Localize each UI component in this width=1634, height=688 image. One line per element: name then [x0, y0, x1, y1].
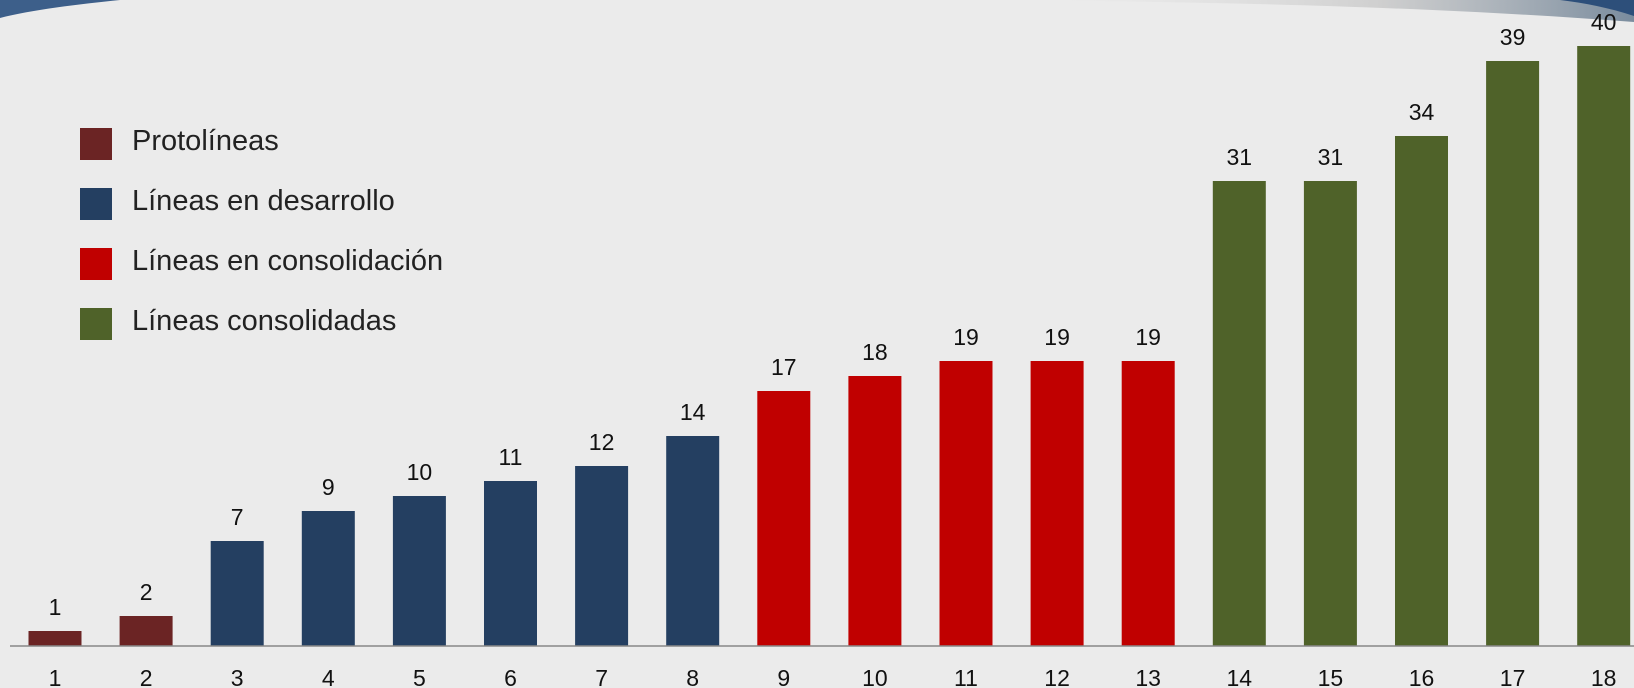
bar-6: [484, 481, 537, 646]
bar-value-label: 17: [771, 354, 797, 380]
legend-swatch: [80, 128, 112, 160]
x-tick-label: 18: [1591, 665, 1617, 688]
bar-value-label: 19: [1044, 324, 1070, 350]
bar-value-label: 18: [862, 339, 888, 365]
bar-value-label: 7: [231, 504, 244, 530]
x-tick-label: 9: [777, 665, 790, 688]
bar-2: [119, 616, 173, 646]
bar-value-label: 9: [322, 474, 335, 500]
bar-3: [210, 541, 264, 646]
bar-value-label: 1: [49, 594, 62, 620]
bars-layer: [28, 46, 1631, 646]
x-tick-label: 7: [595, 665, 608, 688]
x-tick-labels: 1 2 3 4 5 6 7 8 9 10 11 12 13 14 15 16 17 18: [49, 665, 1617, 688]
x-tick-label: 6: [504, 665, 517, 688]
bar-15: [1303, 181, 1357, 646]
bar-value-label: 2: [140, 579, 153, 605]
x-tick-label: 11: [954, 665, 978, 688]
x-tick-label: 5: [413, 665, 426, 688]
header-swoosh: [1000, 0, 1634, 22]
bar-value-label: 12: [589, 429, 615, 455]
bar-11: [939, 361, 993, 646]
legend-label: Líneas en desarrollo: [132, 185, 395, 217]
bar-14: [1212, 181, 1266, 646]
x-tick-label: 13: [1135, 665, 1161, 688]
bar-8: [666, 436, 720, 646]
bar-12: [1030, 361, 1084, 646]
x-tick-label: 15: [1318, 665, 1344, 688]
legend-label: Protolíneas: [132, 125, 279, 157]
x-tick-label: 16: [1409, 665, 1435, 688]
bar-value-label: 39: [1500, 24, 1526, 50]
bar-value-label: 14: [680, 399, 706, 425]
x-tick-label: 3: [231, 665, 244, 688]
bar-1: [28, 631, 82, 646]
bar-9: [757, 391, 811, 646]
bar-4: [301, 511, 355, 646]
bar-value-label: 31: [1227, 144, 1253, 170]
bar-value-label: 31: [1318, 144, 1344, 170]
legend-swatch: [80, 188, 112, 220]
legend-label: Líneas en consolidación: [132, 245, 444, 277]
header-corner-right: [1560, 0, 1634, 16]
legend-swatch: [80, 308, 112, 340]
legend-swatch: [80, 248, 112, 280]
bar-17: [1486, 61, 1540, 646]
legend-label: Líneas consolidadas: [132, 305, 397, 337]
x-tick-label: 14: [1227, 665, 1253, 688]
x-tick-label: 8: [686, 665, 699, 688]
bar-7: [575, 466, 629, 646]
bar-value-label: 11: [499, 444, 523, 470]
bar-value-label: 34: [1409, 99, 1435, 125]
bar-16: [1395, 136, 1448, 646]
x-tick-label: 17: [1500, 665, 1526, 688]
bar-value-label: 19: [953, 324, 979, 350]
bar-value-label: 19: [1135, 324, 1161, 350]
header-corner-left: [0, 0, 120, 18]
bar-value-label: 40: [1591, 9, 1617, 35]
bar-18: [1577, 46, 1631, 646]
bar-5: [392, 496, 446, 646]
bar-13: [1121, 361, 1175, 646]
x-tick-label: 1: [49, 665, 62, 688]
x-tick-label: 4: [322, 665, 335, 688]
x-tick-label: 2: [140, 665, 153, 688]
x-tick-label: 10: [862, 665, 888, 688]
bar-10: [848, 376, 902, 646]
bar-value-label: 10: [407, 459, 433, 485]
x-tick-label: 12: [1044, 665, 1070, 688]
